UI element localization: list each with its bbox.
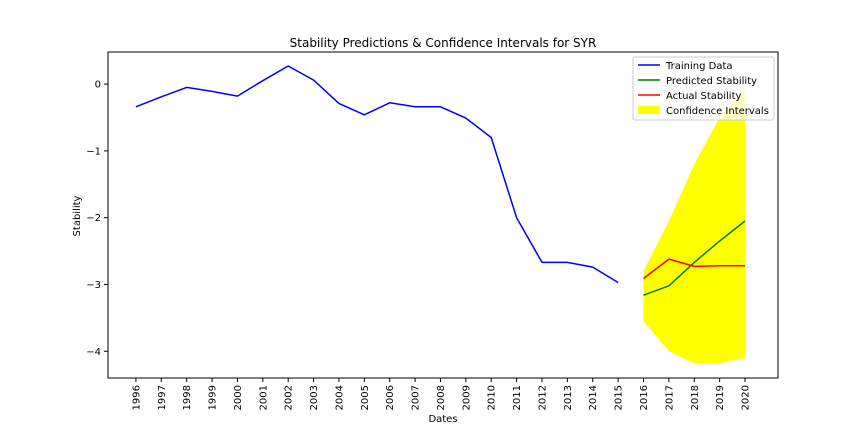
x-tick-label: 1998 — [182, 385, 193, 410]
x-tick-label: 2017 — [664, 385, 675, 410]
x-axis-label: Dates — [428, 414, 457, 425]
confidence-interval-layer — [643, 87, 745, 364]
y-tick-label: −1 — [86, 146, 101, 157]
x-tick-label: 2004 — [334, 385, 345, 410]
x-tick-label: 1997 — [157, 385, 168, 410]
series-line-predicted-stability — [643, 220, 746, 296]
x-tick-label: 2001 — [258, 385, 269, 410]
x-tick-label: 2006 — [385, 385, 396, 410]
y-axis-label: Stability — [72, 195, 83, 236]
x-tick-label: 1996 — [131, 385, 142, 410]
x-tick-label: 2013 — [563, 385, 574, 410]
legend: Training Data Predicted Stability Actual… — [632, 56, 775, 121]
chart-title: Stability Predictions & Confidence Inter… — [290, 36, 597, 50]
x-tick-label: 2020 — [741, 385, 752, 410]
x-ticks: 1996 1997 1998 1999 2000 2001 2002 2003 2004 2005… — [131, 378, 752, 410]
x-tick-label: 2010 — [487, 385, 498, 410]
y-tick-label: 0 — [95, 80, 101, 91]
x-tick-label: 2002 — [284, 385, 295, 410]
x-tick-label: 1999 — [208, 385, 219, 410]
series-line-actual-stability — [643, 258, 745, 280]
x-tick-label: 2000 — [233, 385, 244, 410]
legend-label-actual: Actual Stability — [666, 91, 742, 102]
x-tick-label: 2016 — [639, 385, 650, 410]
legend-label-training: Training Data — [665, 61, 733, 72]
x-tick-label: 2009 — [461, 385, 472, 410]
y-tick-label: −3 — [86, 280, 101, 291]
series-line-training-data — [135, 65, 619, 284]
x-tick-label: 2015 — [614, 385, 625, 410]
x-tick-label: 2011 — [512, 385, 523, 410]
x-tick-label: 2014 — [588, 385, 599, 410]
confidence-interval-band — [643, 87, 745, 364]
x-tick-label: 2019 — [715, 385, 726, 410]
x-tick-label: 2007 — [411, 385, 422, 410]
plot-frame — [107, 51, 779, 379]
x-tick-label: 2003 — [309, 385, 320, 410]
x-tick-label: 2005 — [360, 385, 371, 410]
series-layer — [135, 65, 746, 296]
x-tick-label: 2012 — [538, 385, 549, 410]
legend-label-predicted: Predicted Stability — [666, 76, 757, 87]
y-tick-label: −4 — [86, 347, 101, 358]
legend-box — [632, 56, 775, 121]
legend-swatch-confidence — [638, 106, 660, 114]
legend-label-confidence: Confidence Intervals — [666, 106, 769, 117]
y-tick-label: −2 — [86, 213, 101, 224]
y-ticks: 0 −1 −2 −3 −4 — [86, 80, 108, 358]
x-tick-label: 2008 — [436, 385, 447, 410]
x-tick-label: 2018 — [690, 385, 701, 410]
